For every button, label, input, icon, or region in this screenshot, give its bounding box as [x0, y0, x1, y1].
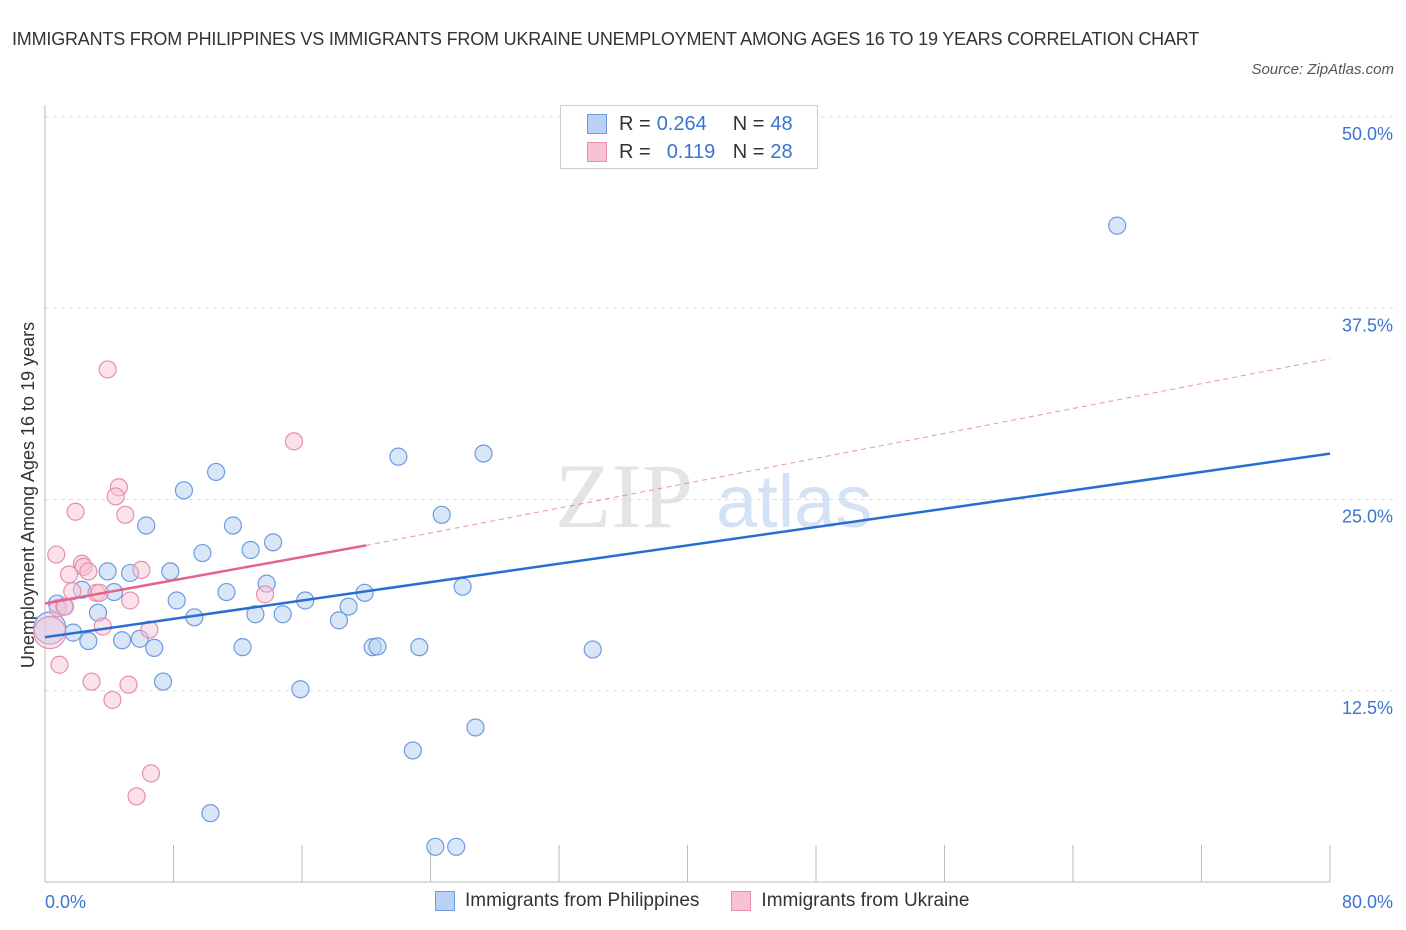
- source-label: Source: ZipAtlas.com: [1251, 61, 1394, 78]
- x-tick-label: 80.0%: [1342, 892, 1393, 912]
- data-point-philippines: [233, 638, 252, 657]
- data-point-ukraine: [59, 565, 79, 584]
- y-tick-label: 25.0%: [1342, 507, 1393, 527]
- data-point-ukraine: [50, 655, 69, 674]
- n-label: N =: [732, 112, 765, 135]
- watermark-zip: ZIP: [555, 445, 693, 547]
- data-point-philippines: [466, 718, 485, 737]
- data-point-philippines: [174, 481, 194, 500]
- n-value: 28: [770, 140, 793, 163]
- trend-line-philippines: [44, 452, 1331, 639]
- philippines-swatch: [587, 114, 607, 134]
- data-point-philippines: [145, 638, 164, 658]
- legend-philippines-label: Immigrants from Philippines: [465, 890, 700, 911]
- data-point-ukraine: [121, 591, 140, 610]
- y-tick-label: 50.0%: [1342, 124, 1393, 144]
- data-point-ukraine: [47, 545, 66, 564]
- data-point-philippines: [246, 605, 265, 624]
- ukraine-swatch: [731, 891, 752, 911]
- data-point-philippines: [447, 837, 466, 856]
- data-point-philippines: [453, 577, 472, 596]
- data-point-philippines: [273, 605, 292, 624]
- data-point-philippines: [403, 741, 422, 760]
- data-point-philippines: [474, 444, 493, 463]
- data-point-ukraine: [141, 764, 161, 783]
- legend-ukraine-label: Immigrants from Ukraine: [761, 890, 970, 911]
- data-point-philippines: [161, 562, 180, 581]
- data-point-philippines: [426, 837, 445, 856]
- data-point-philippines: [217, 582, 236, 602]
- data-point-philippines: [339, 597, 358, 616]
- data-point-ukraine: [82, 672, 101, 691]
- data-point-philippines: [201, 804, 220, 823]
- data-point-philippines: [137, 516, 156, 535]
- data-point-philippines: [1108, 216, 1127, 235]
- data-point-ukraine: [132, 560, 151, 579]
- trend-line-ukraine: [44, 544, 367, 605]
- r-value: 0.264: [656, 112, 707, 135]
- data-point-ukraine: [103, 690, 122, 710]
- data-point-ukraine: [284, 432, 304, 451]
- data-point-ukraine: [127, 787, 146, 806]
- data-point-ukraine: [98, 360, 117, 379]
- ukraine-swatch: [587, 142, 607, 162]
- r-label: R =: [619, 112, 651, 135]
- data-point-ukraine: [66, 502, 85, 521]
- r-value: 0.119: [666, 140, 716, 163]
- data-point-philippines: [291, 680, 310, 699]
- data-point-philippines: [583, 640, 602, 659]
- legend-row-ukraine: R = 0.119 N = 28: [587, 139, 793, 165]
- data-point-philippines: [329, 611, 349, 630]
- r-label: R =: [619, 140, 651, 163]
- n-label: N =: [732, 140, 765, 163]
- data-point-philippines: [79, 631, 98, 651]
- data-point-ukraine: [55, 597, 75, 616]
- data-point-ukraine: [116, 505, 135, 524]
- data-point-ukraine: [119, 675, 138, 694]
- data-point-ukraine: [255, 585, 275, 604]
- x-tick-label: 0.0%: [45, 892, 86, 912]
- y-tick-label: 12.5%: [1342, 698, 1393, 718]
- data-point-philippines: [263, 533, 283, 552]
- data-point-philippines: [193, 543, 212, 563]
- data-point-philippines: [112, 631, 132, 650]
- y-axis-label: Unemployment Among Ages 16 to 19 years: [18, 322, 38, 668]
- data-point-philippines: [153, 672, 173, 691]
- data-point-ukraine: [79, 562, 98, 581]
- philippines-swatch: [435, 891, 455, 911]
- legend-row-philippines: R = 0.264 N = 48: [587, 111, 793, 137]
- data-point-philippines: [241, 540, 260, 560]
- series-legend: Immigrants from Philippines Immigrants f…: [435, 890, 969, 912]
- data-point-ukraine: [93, 617, 112, 636]
- data-point-ukraine: [33, 616, 67, 650]
- data-point-philippines: [167, 591, 186, 610]
- data-point-philippines: [223, 516, 243, 535]
- data-point-philippines: [389, 447, 408, 466]
- y-tick-label: 37.5%: [1342, 315, 1393, 335]
- chart-title: IMMIGRANTS FROM PHILIPPINES VS IMMIGRANT…: [12, 29, 1200, 49]
- data-point-philippines: [432, 505, 451, 524]
- stats-legend: R = 0.264 N = 48 R = 0.119 N = 28: [560, 105, 818, 169]
- data-point-philippines: [368, 637, 387, 656]
- data-point-ukraine: [106, 487, 125, 506]
- data-point-philippines: [98, 562, 117, 581]
- data-point-philippines: [206, 462, 226, 482]
- data-point-philippines: [410, 638, 429, 657]
- n-value: 48: [770, 112, 793, 135]
- trend-line-extension-ukraine: [366, 358, 1331, 546]
